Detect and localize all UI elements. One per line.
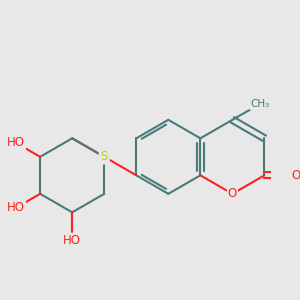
Text: O: O [228, 187, 237, 200]
Text: S: S [100, 150, 108, 163]
Text: O: O [100, 150, 109, 163]
Text: HO: HO [7, 136, 25, 149]
Text: O: O [291, 169, 300, 182]
Text: CH₃: CH₃ [250, 99, 269, 109]
Text: HO: HO [63, 234, 81, 247]
Text: HO: HO [7, 201, 25, 214]
